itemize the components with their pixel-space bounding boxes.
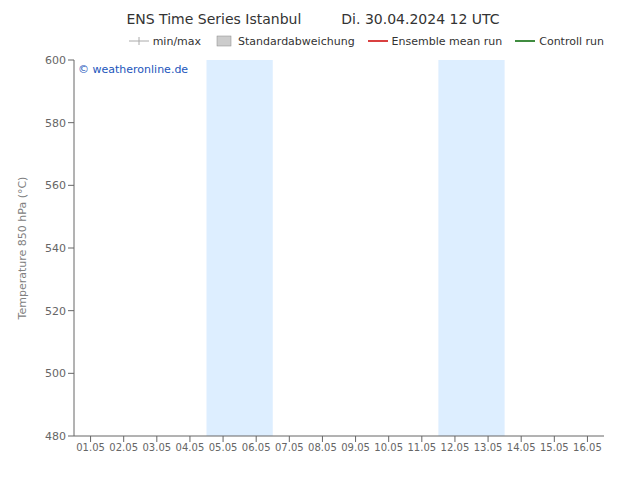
svg-text:580: 580 [45, 117, 66, 130]
svg-text:09.05: 09.05 [341, 442, 370, 453]
svg-text:06.05: 06.05 [242, 442, 271, 453]
svg-text:540: 540 [45, 242, 66, 255]
svg-text:07.05: 07.05 [275, 442, 304, 453]
svg-text:14.05: 14.05 [507, 442, 536, 453]
svg-text:03.05: 03.05 [142, 442, 171, 453]
svg-text:13.05: 13.05 [474, 442, 503, 453]
svg-text:Temperature 850 hPa (°C): Temperature 850 hPa (°C) [16, 177, 29, 321]
svg-text:02.05: 02.05 [109, 442, 138, 453]
svg-text:560: 560 [45, 179, 66, 192]
html-text:Ensemble mean run: Ensemble mean run [391, 34, 503, 48]
html-text:min/max: min/max [152, 34, 202, 48]
svg-text:01.05: 01.05 [76, 442, 105, 453]
svg-text:15.05: 15.05 [540, 442, 569, 453]
svg-text:08.05: 08.05 [308, 442, 337, 453]
svg-text:500: 500 [45, 367, 66, 380]
html-text:Di. 30.04.2024 12 UTC: Di. 30.04.2024 12 UTC [341, 11, 500, 27]
svg-text:10.05: 10.05 [374, 442, 403, 453]
svg-text:11.05: 11.05 [407, 442, 436, 453]
svg-text:12.05: 12.05 [441, 442, 470, 453]
svg-text:04.05: 04.05 [176, 442, 205, 453]
html-text:Standardabweichung: Standardabweichung [238, 34, 355, 48]
html-text:ENS Time Series Istanbul: ENS Time Series Istanbul [126, 11, 302, 27]
svg-text:600: 600 [45, 54, 66, 67]
svg-text:16.05: 16.05 [573, 442, 602, 453]
svg-text:480: 480 [45, 430, 66, 443]
svg-text:520: 520 [45, 305, 66, 318]
svg-text:05.05: 05.05 [209, 442, 238, 453]
html-text:Controll run: Controll run [539, 34, 604, 48]
html-text:© weatheronline.de: © weatheronline.de [78, 63, 189, 76]
